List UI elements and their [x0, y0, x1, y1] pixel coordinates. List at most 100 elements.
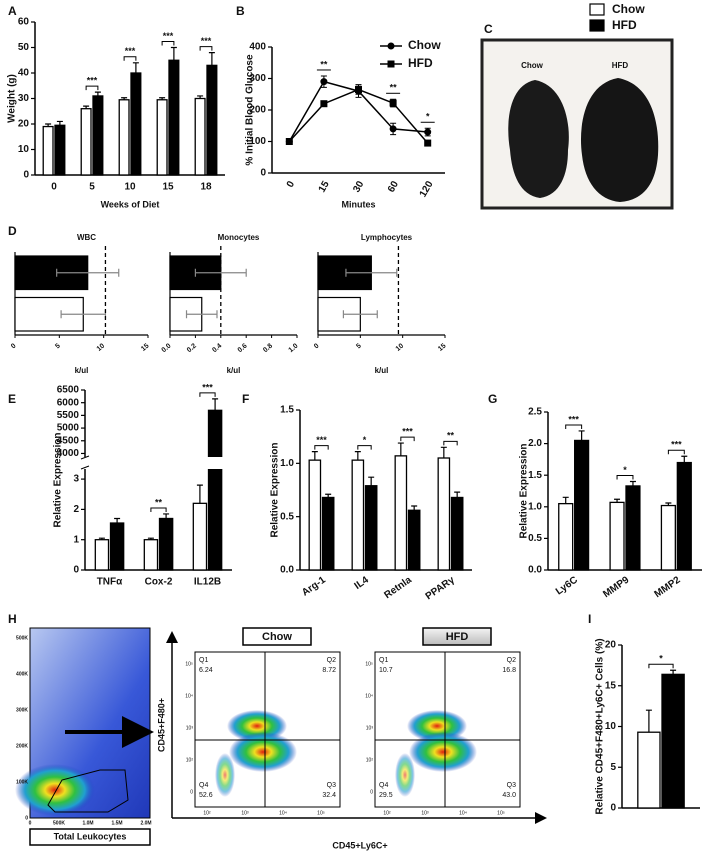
error-bar [681, 455, 688, 463]
gate [47, 769, 129, 813]
significance-label: ** [155, 497, 163, 507]
density [215, 753, 235, 797]
legend-label: Chow [612, 2, 645, 16]
x-tick-label: 0 [313, 343, 321, 351]
x-tick-label: Arg-1 [300, 574, 328, 598]
y-tick-label: 10⁵ [185, 661, 193, 667]
x-tick-label: 60 [386, 179, 401, 195]
density [409, 732, 477, 772]
x-axis-label: Minutes [341, 199, 375, 209]
gate-label: Total Leukocytes [54, 831, 127, 841]
y-tick-label: 0.5 [280, 511, 294, 522]
error-bar [45, 123, 52, 127]
bar [118, 99, 130, 176]
bar [308, 459, 322, 571]
bar [192, 502, 208, 571]
panel-letter: B [236, 4, 245, 18]
x-tick-label: 18 [200, 182, 212, 193]
bar [206, 64, 218, 176]
y-tick-label: 0 [370, 789, 373, 795]
quadrant-name: Q3 [327, 782, 336, 789]
y-tick-label: 4000 [57, 448, 80, 459]
y-tick-label: 0.0 [528, 565, 542, 576]
bar [168, 59, 180, 176]
significance-label: * [659, 654, 663, 664]
panel-letter: A [8, 4, 17, 18]
y-tick-label: 400K [16, 671, 28, 677]
legend-label: HFD [612, 18, 637, 32]
bar [109, 522, 125, 571]
y-tick-label: 30 [18, 93, 30, 104]
y-tick-label: 0 [190, 789, 193, 795]
y-tick-label: 15 [605, 680, 617, 691]
error-bar [196, 484, 203, 504]
bar [321, 496, 335, 571]
panel-letter: D [8, 224, 17, 238]
panel-title-box [242, 627, 312, 646]
panel-letter: G [488, 392, 497, 406]
error-bar [440, 446, 447, 458]
y-axis-label: CD45+F480+ [156, 698, 166, 752]
error-bar [94, 91, 101, 96]
error-bar [645, 709, 652, 733]
bar [54, 124, 66, 176]
y-axis-label: Relative Expression [519, 443, 530, 538]
significance-bracket [565, 424, 583, 429]
x-axis-label: CD45+Ly6C+ [332, 840, 387, 850]
y-tick-label: 2 [73, 504, 79, 515]
y-tick-label: 10⁵ [365, 661, 373, 667]
x-tick-label: 1.5M [111, 820, 122, 826]
y-tick-label: 6000 [57, 397, 80, 408]
y-tick-label: 10³ [186, 725, 194, 731]
x-tick-label: 15 [317, 179, 332, 195]
y-tick-label: 20 [18, 119, 30, 130]
significance-bracket [161, 41, 175, 46]
significance-label: *** [568, 414, 579, 424]
quadrant-percent: 43.0 [502, 792, 516, 799]
bar [94, 539, 110, 571]
x-tick-label: 1.0M [82, 820, 93, 826]
quadrant-percent: 10.7 [379, 667, 393, 674]
gate-label-box [29, 828, 151, 846]
chart-title: Lymphocytes [361, 233, 413, 242]
error-bar [665, 502, 672, 506]
x-tick-label: 30 [351, 179, 366, 195]
bar [80, 108, 92, 176]
quadrant-name: Q1 [379, 657, 388, 664]
error-bar [163, 513, 170, 519]
x-tick-label: Ly6C [554, 575, 580, 598]
error-bar [411, 505, 418, 511]
x-tick-label: Retnla [382, 574, 414, 601]
x-tick-label: 5 [89, 182, 95, 193]
x-tick-label: 500K [53, 820, 65, 826]
x-tick-label: 15 [140, 343, 151, 353]
y-tick-label: 300 [249, 73, 266, 84]
y-axis-label: Relative Expression [53, 432, 64, 527]
legend-marker [387, 42, 395, 50]
panel-title: HFD [446, 631, 469, 643]
bar [609, 501, 625, 571]
bar [42, 125, 54, 176]
significance-label: *** [87, 76, 98, 86]
error-bar [159, 97, 166, 100]
y-tick-label: 10⁴ [185, 693, 193, 699]
y-tick-label: 0 [25, 815, 28, 821]
y-tick-label: 0 [73, 565, 79, 576]
significance-label: *** [163, 31, 174, 41]
y-tick-label: 300K [16, 707, 28, 713]
legend-label: HFD [408, 56, 433, 70]
error-bar [56, 268, 120, 277]
point [320, 100, 328, 108]
error-bar [83, 105, 90, 109]
x-tick-label: 0 [10, 343, 18, 351]
x-tick-label: 5 [355, 343, 363, 351]
density [229, 732, 297, 772]
x-tick-label: 10² [383, 810, 391, 816]
x-tick-label: 10 [124, 182, 136, 193]
significance-label: ** [447, 431, 455, 441]
point [424, 139, 432, 147]
error-bar [132, 62, 139, 73]
significance-label: *** [316, 435, 327, 445]
